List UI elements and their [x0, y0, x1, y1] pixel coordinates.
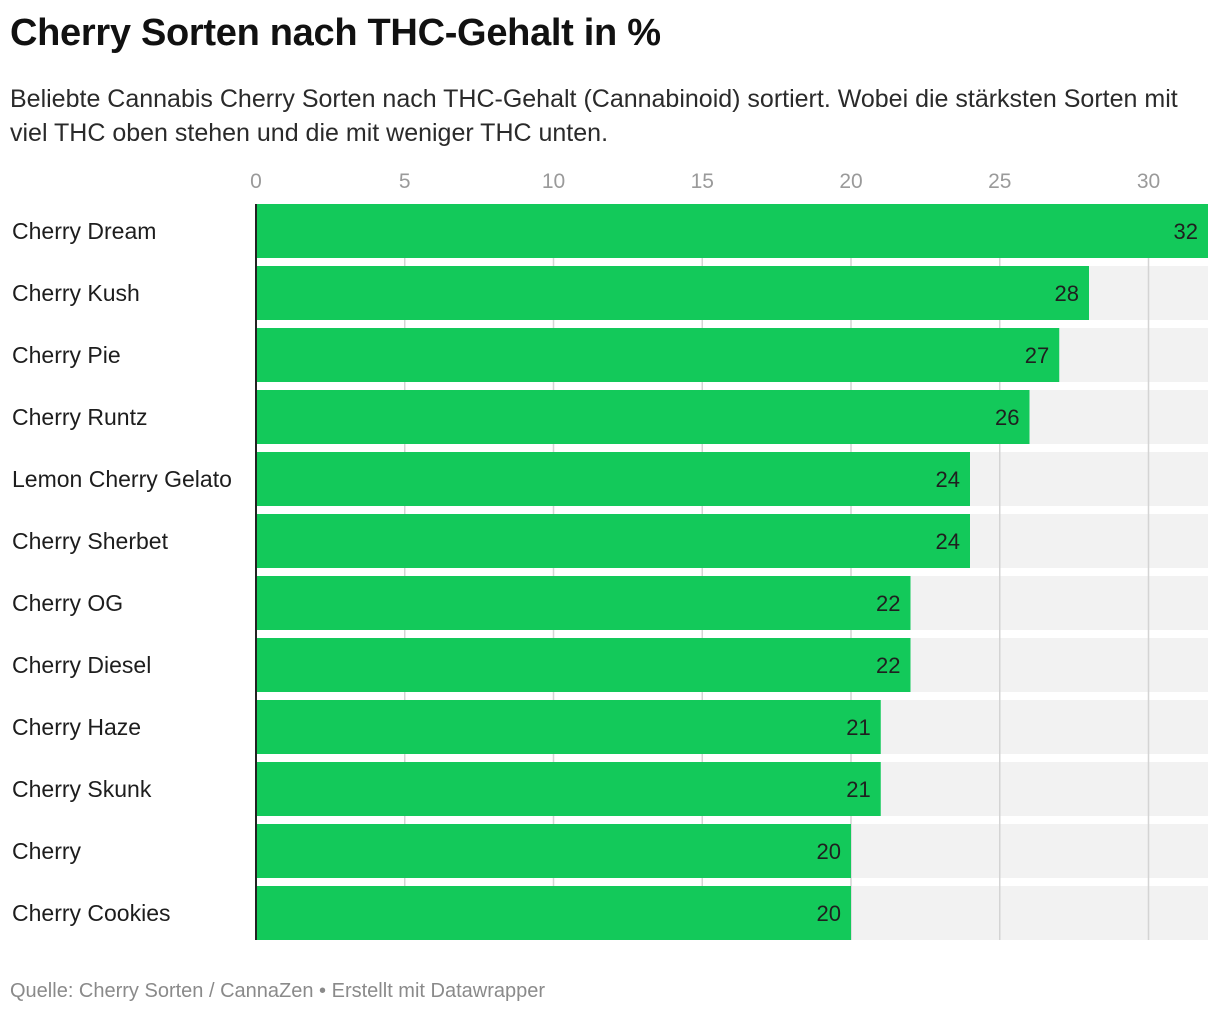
- bars: [256, 204, 1208, 940]
- bar: [256, 204, 1208, 258]
- x-tick-label: 30: [1137, 170, 1160, 193]
- value-label: 32: [1174, 219, 1198, 244]
- category-label: Cherry OG: [12, 590, 123, 616]
- value-label: 26: [995, 405, 1019, 430]
- category-labels: Cherry Dream Cherry Kush Cherry Pie Cherry …: [12, 218, 232, 926]
- value-label: 22: [876, 653, 900, 678]
- footer-separator: •: [313, 980, 332, 1002]
- category-label: Cherry Runtz: [12, 404, 147, 430]
- x-tick-label: 20: [839, 170, 862, 193]
- value-label: 27: [1025, 343, 1049, 368]
- value-label: 24: [936, 529, 960, 554]
- category-label: Cherry Cookies: [12, 900, 171, 926]
- category-label: Lemon Cherry Gelato: [12, 466, 232, 492]
- category-label: Cherry Dream: [12, 218, 156, 244]
- category-label: Cherry Skunk: [12, 776, 152, 802]
- bar: [256, 266, 1089, 320]
- gridlines: [404, 204, 1150, 940]
- value-label: 22: [876, 591, 900, 616]
- chart-title: Cherry Sorten nach THC-Gehalt in %: [10, 12, 661, 54]
- bar: [256, 700, 881, 754]
- x-tick-label: 25: [988, 170, 1011, 193]
- chart-subtitle: Beliebte Cannabis Cherry Sorten nach THC…: [10, 85, 1178, 147]
- value-label: 20: [817, 901, 841, 926]
- value-label: 21: [846, 715, 870, 740]
- value-label: 20: [817, 839, 841, 864]
- value-label: 24: [936, 467, 960, 492]
- bar: [256, 514, 970, 568]
- credit-note: Erstellt mit Datawrapper: [331, 980, 546, 1002]
- category-label: Cherry Haze: [12, 714, 141, 740]
- bar: [256, 824, 851, 878]
- source-note: Quelle: Cherry Sorten / CannaZen: [10, 980, 314, 1002]
- x-tick-label: 10: [542, 170, 565, 193]
- bar: [256, 638, 911, 692]
- x-tick-label: 0: [250, 170, 262, 193]
- chart-footer: Quelle: Cherry Sorten / CannaZen • Erste…: [10, 980, 545, 1003]
- category-label: Cherry: [12, 838, 82, 864]
- x-tick-label: 15: [691, 170, 714, 193]
- category-label: Cherry Diesel: [12, 652, 151, 678]
- bar: [256, 390, 1030, 444]
- value-label: 21: [846, 777, 870, 802]
- value-label: 28: [1055, 281, 1079, 306]
- category-label: Cherry Sherbet: [12, 528, 169, 554]
- category-label: Cherry Kush: [12, 280, 140, 306]
- bar: [256, 452, 970, 506]
- x-axis-ticks: 0 5 10 15 20 25 30: [250, 170, 1160, 193]
- bar: [256, 886, 851, 940]
- bar: [256, 328, 1060, 382]
- x-tick-label: 5: [399, 170, 411, 193]
- bar: [256, 762, 881, 816]
- category-label: Cherry Pie: [12, 342, 121, 368]
- value-labels: 32 28 27 26 24 24 22 22 21 21 20 20: [817, 219, 1198, 926]
- bar: [256, 576, 911, 630]
